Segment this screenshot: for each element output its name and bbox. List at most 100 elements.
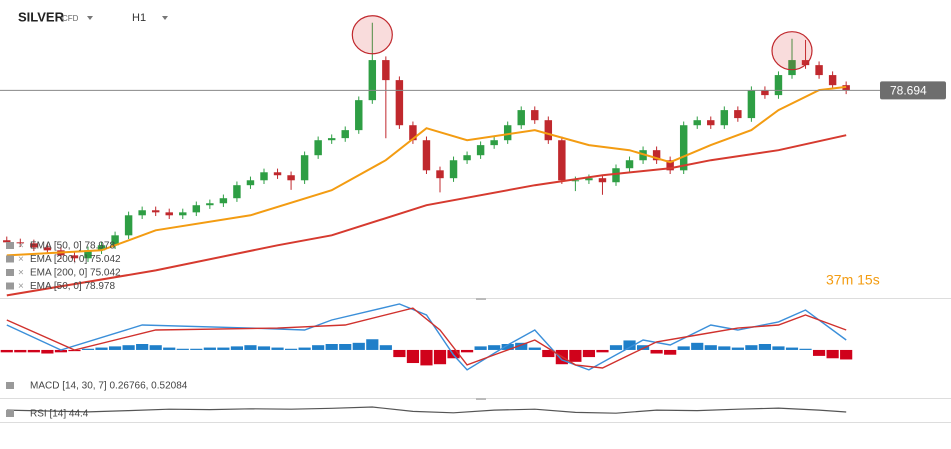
histogram-bar [312, 345, 325, 350]
legend-close[interactable]: × [18, 241, 24, 252]
candle-body [503, 125, 512, 141]
histogram-bar [284, 348, 298, 350]
candle-body [233, 185, 241, 199]
ema-line [6, 85, 847, 257]
histogram-bar [650, 349, 663, 354]
histogram-bar [176, 348, 189, 350]
candle-body [192, 205, 201, 213]
candle-body [707, 120, 715, 126]
candle-body [287, 175, 295, 181]
histogram-bar [298, 347, 311, 350]
candle-body [30, 243, 38, 248]
candle-body [693, 120, 701, 126]
candle-body [815, 65, 823, 76]
histogram-bar [393, 349, 406, 358]
candle-body [463, 155, 471, 161]
histogram-bar [528, 347, 541, 350]
indicator-legend: EMA [50, 0] 78.978 [30, 281, 115, 292]
timeframe-dropdown[interactable] [162, 16, 168, 20]
panel-resize-handle[interactable] [476, 298, 486, 300]
candle-body [679, 125, 688, 171]
histogram-bar [163, 347, 176, 350]
histogram-bar [81, 348, 95, 350]
candle-body [409, 125, 417, 141]
candle-body [761, 90, 769, 96]
histogram-bar [582, 349, 596, 358]
legend-icon[interactable] [6, 410, 14, 417]
candle-body [517, 110, 525, 126]
candle-body [734, 110, 742, 119]
legend-icon[interactable] [6, 255, 14, 263]
candle-body [544, 120, 553, 141]
labels: EMA [50, 0] 78.978 EMA [200, 0] 75.042 EMA… [30, 84, 927, 420]
histogram-bar [406, 349, 420, 364]
candle-body [179, 212, 187, 216]
histogram-bar [14, 349, 27, 353]
macd-line [6, 303, 847, 371]
histogram-bar [190, 348, 203, 350]
candle-body [219, 198, 228, 204]
candle-body [585, 178, 593, 181]
histogram-bar [95, 347, 108, 350]
legend-close[interactable]: × [18, 268, 24, 279]
candle-body [84, 250, 92, 259]
candle-body [111, 235, 119, 246]
candle-body [747, 90, 756, 119]
legend-icon[interactable] [6, 282, 14, 290]
histogram-bar [745, 345, 758, 350]
histogram-bar [501, 344, 514, 350]
histogram-bar [366, 339, 379, 350]
candle-body [382, 60, 390, 81]
histogram-bar [826, 349, 839, 359]
histogram-bar [812, 349, 826, 356]
symbol-dropdown[interactable] [87, 16, 93, 20]
timeframe[interactable]: H1 [132, 12, 146, 24]
histogram-bar [244, 345, 257, 350]
candle-body [124, 215, 133, 236]
highlight-circle [771, 31, 813, 71]
histogram-bar [433, 349, 447, 365]
legend-icon[interactable] [6, 242, 14, 249]
legend-close[interactable]: × [18, 254, 24, 265]
histogram-bar [325, 344, 338, 350]
histogram-bar [339, 344, 352, 350]
instrument-type: CFD [62, 14, 79, 23]
candle-body [165, 212, 173, 216]
macd-line [6, 307, 847, 369]
histogram-bar [704, 345, 717, 350]
candle-body [788, 60, 796, 76]
legend-icon[interactable] [6, 382, 14, 389]
histogram-bar [27, 349, 40, 353]
candle-body [436, 170, 444, 179]
candle-body [476, 145, 485, 156]
candle-body [327, 138, 336, 141]
histogram-bar [840, 349, 853, 360]
histogram-bar [108, 346, 122, 350]
histogram-bar [677, 346, 690, 350]
histogram-bar [636, 345, 650, 350]
indicator-legend: EMA [50, 0] 78.978 [30, 241, 115, 252]
candle-body [273, 172, 282, 176]
candle-body [43, 247, 52, 251]
histogram-bar [352, 342, 365, 350]
symbol: SILVER [18, 9, 65, 24]
histogram-bar [379, 345, 392, 350]
candle-body [355, 100, 363, 131]
histogram-bar [230, 346, 244, 350]
legend-icon[interactable] [6, 269, 14, 276]
candle-body [368, 60, 377, 101]
candle-body [422, 140, 431, 171]
histogram-bar [271, 347, 284, 350]
legend-close[interactable]: × [18, 281, 24, 292]
panel-resize-handle[interactable] [476, 398, 486, 400]
candle-body [97, 245, 106, 251]
plot-area: × × × × [0, 15, 946, 417]
histogram-bar [488, 345, 501, 350]
candle-body [395, 80, 404, 126]
histogram-bar [731, 347, 744, 350]
histogram-bar [772, 346, 785, 350]
histogram-bar [569, 349, 582, 362]
candle-body [16, 242, 25, 244]
histogram-bar [799, 348, 812, 350]
